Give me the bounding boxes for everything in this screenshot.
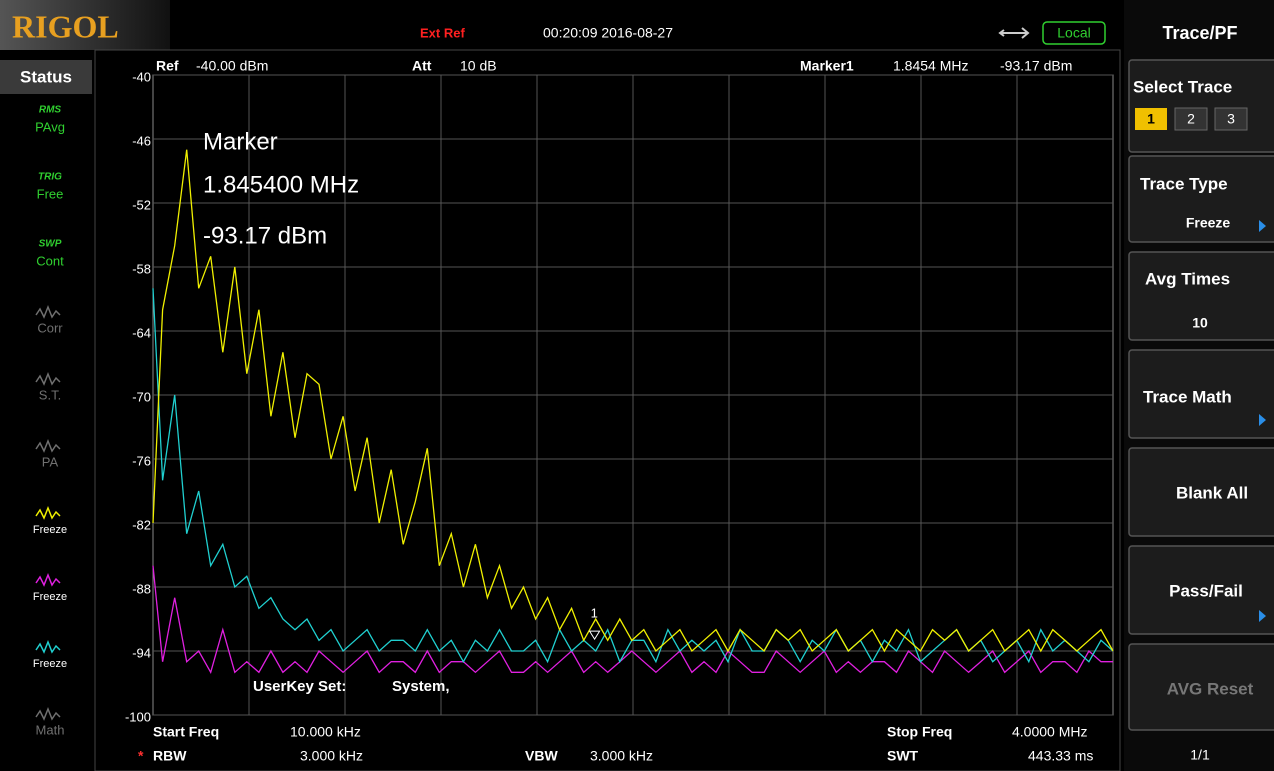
- select-trace-button[interactable]: [1128, 59, 1274, 153]
- marker-level: -93.17 dBm: [1000, 58, 1072, 74]
- att-label: Att: [412, 58, 432, 74]
- status-icon: SWP: [39, 239, 62, 250]
- plot-frame: [94, 49, 1121, 771]
- rbw-flag: *: [138, 748, 144, 764]
- status-icon: [35, 639, 61, 654]
- y-tick-label: -94: [132, 645, 151, 660]
- swt-label: SWT: [887, 748, 919, 764]
- userkey-value: System,: [392, 678, 450, 695]
- status-label: Corr: [37, 320, 63, 335]
- trace: [152, 565, 1113, 674]
- annotation: 1.845400 MHz: [203, 171, 359, 198]
- avg-reset-button[interactable]: [1128, 643, 1274, 731]
- logo-bar: [0, 0, 170, 50]
- y-tick-label: -76: [132, 453, 151, 468]
- status-label: Freeze: [33, 524, 67, 536]
- y-tick-label: -82: [132, 517, 151, 532]
- trace-type-button[interactable]: [1128, 155, 1274, 243]
- start: 10.000 kHz: [290, 724, 361, 740]
- logo: RIGOL: [12, 8, 119, 44]
- vbw-label: VBW: [525, 748, 558, 764]
- status-title: Status: [20, 67, 72, 86]
- vbw: 3.000 kHz: [590, 748, 653, 764]
- trace-type: Trace Type: [1140, 174, 1228, 193]
- trace-number: 2: [1187, 111, 1195, 127]
- att: 10 dB: [460, 58, 497, 74]
- trace-button[interactable]: [1214, 107, 1248, 131]
- status-label: Free: [37, 186, 64, 201]
- marker-label: Marker1: [800, 58, 854, 74]
- usb-icon: [998, 27, 1030, 39]
- status-icon: [35, 304, 61, 319]
- start-label: Start Freq: [153, 724, 219, 740]
- ref-label: Ref: [156, 58, 179, 74]
- status-icon: [35, 438, 61, 453]
- y-tick-label: -64: [132, 325, 151, 340]
- status-panel: RMS PAvg TRIG Free SWP Cont Corr S.T. PA Freeze Fr…: [33, 105, 67, 738]
- arrow: [1259, 610, 1266, 622]
- ref: -40.00 dBm: [196, 58, 268, 74]
- rbw-label: RBW: [153, 748, 187, 764]
- status-icon: RMS: [39, 105, 62, 116]
- status-label: S.T.: [39, 387, 61, 402]
- avg-reset: AVG Reset: [1167, 679, 1254, 698]
- select-trace: Select Trace: [1133, 77, 1232, 96]
- stop-label: Stop Freq: [887, 724, 952, 740]
- userkey-label: UserKey Set:: [253, 678, 346, 695]
- marker-freq: 1.8454 MHz: [893, 58, 968, 74]
- status-icon: [35, 371, 61, 386]
- y-tick-label: -40: [132, 69, 151, 84]
- status-icon: [35, 572, 61, 587]
- page-indicator: 1/1: [1190, 747, 1210, 763]
- status-icon: TRIG: [38, 172, 62, 183]
- trace-button[interactable]: [1135, 108, 1167, 130]
- avg-times-value: 10: [1192, 315, 1208, 331]
- status-label: PA: [42, 454, 59, 469]
- ext-ref: Ext Ref: [420, 25, 465, 40]
- status-icon: [35, 505, 61, 520]
- y-tick-label: -88: [132, 581, 151, 596]
- local-box: [1042, 21, 1106, 45]
- local: Local: [1057, 25, 1090, 41]
- status-label: PAvg: [35, 119, 65, 134]
- y-tick-label: -52: [132, 197, 151, 212]
- blank-all-button[interactable]: [1128, 447, 1274, 537]
- y-tick-label: -70: [132, 389, 151, 404]
- status-label: Cont: [36, 253, 64, 268]
- trace-math: Trace Math: [1143, 387, 1232, 406]
- trace-math-button[interactable]: [1128, 349, 1274, 439]
- rbw: 3.000 kHz: [300, 748, 363, 764]
- status-header: [0, 60, 92, 94]
- trace: [152, 149, 1114, 653]
- status-label: Freeze: [33, 591, 67, 603]
- pass-fail: Pass/Fail: [1169, 581, 1243, 600]
- swt: 443.33 ms: [1028, 748, 1093, 764]
- trace-number: 3: [1227, 111, 1235, 127]
- status-icon: [35, 706, 61, 721]
- blank-all: Blank All: [1176, 483, 1248, 502]
- plot: -40 -46 -52 -58 -64 -70 -76 -82 -88 -94 -100 1: [125, 69, 1114, 724]
- menu-title: Trace/PF: [1162, 23, 1237, 43]
- pass-fail-button[interactable]: [1128, 545, 1274, 635]
- trace-number: 1: [1147, 111, 1155, 127]
- trace-button[interactable]: [1174, 107, 1208, 131]
- status-label: Math: [36, 722, 65, 737]
- arrow: [1259, 220, 1266, 232]
- avg-times-button[interactable]: [1128, 251, 1274, 341]
- y-tick-label: -58: [132, 261, 151, 276]
- marker-name: 1: [591, 606, 598, 621]
- avg-times: Avg Times: [1145, 269, 1230, 288]
- annotation: -93.17 dBm: [203, 222, 327, 249]
- status-label: Freeze: [33, 658, 67, 670]
- stop: 4.0000 MHz: [1012, 724, 1087, 740]
- annotation: Marker: [203, 128, 278, 155]
- trace-type-value: Freeze: [1186, 215, 1231, 231]
- y-tick-label: -100: [125, 709, 151, 724]
- y-tick-label: -46: [132, 133, 151, 148]
- arrow: [1259, 414, 1266, 426]
- datetime: 00:20:09 2016-08-27: [543, 25, 673, 41]
- marker-point: [588, 630, 601, 641]
